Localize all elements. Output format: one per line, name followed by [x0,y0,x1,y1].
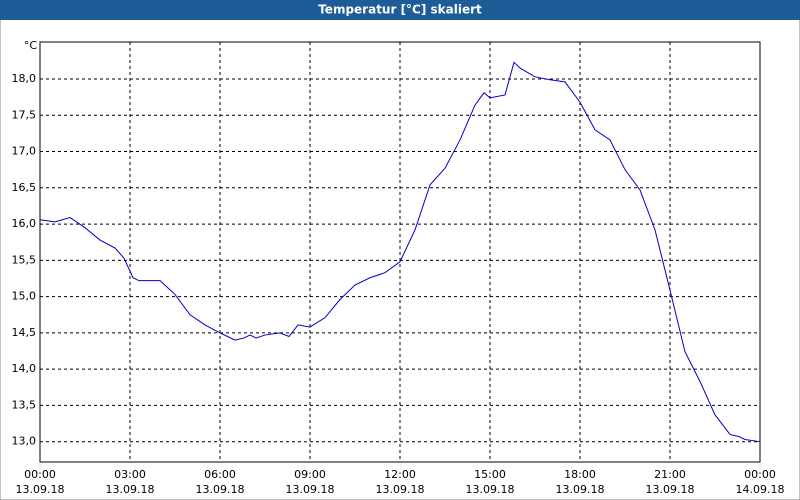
x-tick-label: 00:00 [744,468,776,481]
x-tick-label: 15:00 [474,468,506,481]
x-tick-label: 09:00 [294,468,326,481]
x-tick-label: 18:00 [564,468,596,481]
x-tick-label: 21:00 [654,468,686,481]
y-tick-label: 13,5 [12,398,37,411]
x-tick-date: 13.09.18 [196,483,245,496]
x-tick-date: 13.09.18 [556,483,605,496]
x-tick-date: 13.09.18 [286,483,335,496]
x-tick-date: 14.09.18 [736,483,785,496]
y-tick-label: 14,0 [12,362,37,375]
x-tick-label: 12:00 [384,468,416,481]
y-tick-label: 13,0 [12,435,37,448]
y-tick-label: 15,5 [12,253,37,266]
y-tick-label: 16,5 [12,181,37,194]
y-tick-label: 17,5 [12,108,37,121]
x-tick-date: 13.09.18 [466,483,515,496]
x-tick-date: 13.09.18 [16,483,65,496]
title-bar [0,0,800,20]
y-tick-label: 17,0 [12,145,37,158]
x-tick-date: 13.09.18 [376,483,425,496]
y-tick-label: 15,0 [12,290,37,303]
x-tick-date: 13.09.18 [106,483,155,496]
data-line [39,61,761,443]
y-tick-label: 14,5 [12,326,37,339]
x-tick-label: 00:00 [24,468,56,481]
y-axis-label: °C [24,39,38,52]
chart-title: Temperatur [°C] skaliert [318,3,482,17]
y-tick-label: 16,0 [12,217,37,230]
x-tick-label: 06:00 [204,468,236,481]
x-tick-date: 13.09.18 [646,483,695,496]
y-tick-label: 18,0 [12,72,37,85]
x-tick-label: 03:00 [114,468,146,481]
